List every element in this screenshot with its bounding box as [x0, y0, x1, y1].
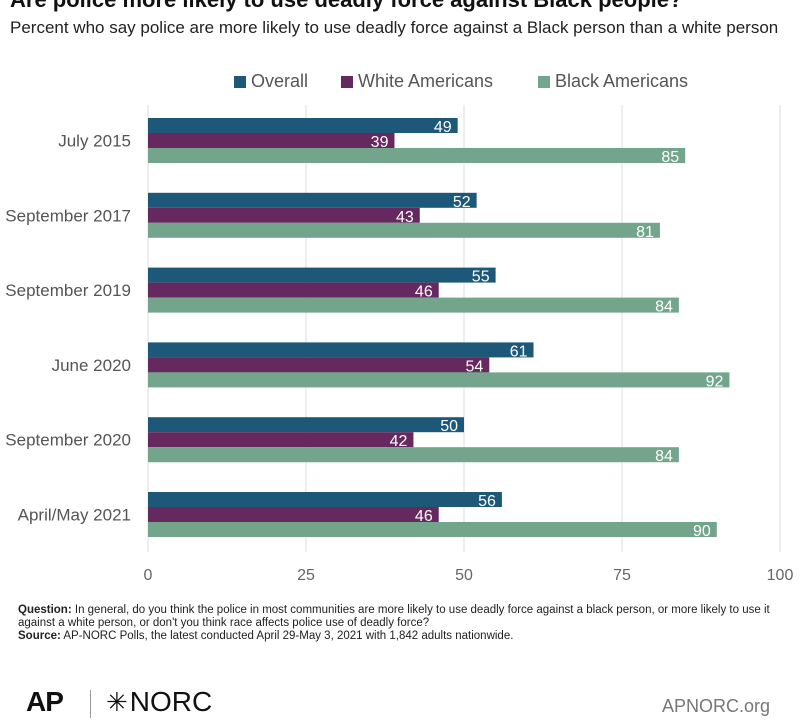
x-tick-label-50: 50: [455, 567, 473, 584]
bar-series1-cat0: [148, 133, 395, 148]
footnote: Question: In general, do you think the p…: [18, 604, 788, 643]
bar-series0-cat1: [148, 192, 477, 208]
bar-series0-cat2: [148, 267, 496, 283]
data-label-series1-cat2: 46: [415, 284, 433, 301]
data-label-series2-cat4: 84: [655, 448, 673, 465]
data-label-series0-cat0: 49: [434, 119, 452, 136]
footnote-source: Source: AP-NORC Polls, the latest conduc…: [18, 630, 788, 643]
site-link[interactable]: APNORC.org: [661, 696, 770, 716]
legend-item-white-americans: White Americans: [341, 71, 493, 92]
bar-series2-cat4: [148, 447, 679, 463]
bar-series1-cat4: [148, 432, 414, 448]
data-label-series1-cat5: 46: [415, 508, 433, 525]
question-label: Question:: [18, 604, 72, 616]
source-label: Source:: [18, 630, 61, 642]
x-tick-label-25: 25: [297, 567, 315, 584]
footnote-question: Question: In general, do you think the p…: [18, 604, 788, 630]
data-label-series2-cat1: 81: [636, 224, 654, 241]
category-label-1: September 2017: [5, 206, 131, 225]
source-text: AP-NORC Polls, the latest conducted Apri…: [63, 630, 514, 642]
data-label-series2-cat3: 92: [706, 373, 724, 390]
data-label-series1-cat3: 54: [465, 358, 483, 375]
legend-item-overall: Overall: [234, 71, 308, 92]
legend-swatch-black-americans: [538, 75, 550, 88]
bar-series1-cat3: [148, 357, 490, 373]
data-label-series1-cat0: 39: [371, 134, 389, 151]
legend-swatch-overall: [234, 75, 246, 88]
bar-series2-cat2: [148, 297, 679, 313]
category-label-2: September 2019: [5, 281, 131, 300]
data-label-series0-cat1: 52: [453, 194, 471, 211]
question-text: In general, do you think the police in m…: [18, 604, 770, 629]
bar-series1-cat2: [148, 282, 439, 298]
data-label-series1-cat1: 43: [396, 209, 414, 226]
data-label-series2-cat5: 90: [693, 523, 711, 540]
category-label-0: July 2015: [58, 132, 131, 151]
chart-subtitle: Percent who say police are more likely t…: [10, 18, 779, 37]
legend-label-overall: Overall: [251, 71, 309, 91]
norc-star-icon: ✳: [106, 686, 128, 717]
chart-legend: Overall White Americans Black Americans: [0, 71, 806, 93]
logo-divider: [90, 690, 91, 718]
bar-series2-cat5: [148, 522, 717, 537]
x-tick-label-0: 0: [144, 567, 153, 584]
bar-series0-cat0: [148, 118, 458, 133]
data-label-series2-cat0: 85: [661, 149, 679, 166]
ap-logo: AP: [26, 686, 64, 717]
x-tick-label-100: 100: [767, 567, 794, 584]
category-label-5: April/May 2021: [18, 506, 131, 525]
x-tick-label-75: 75: [613, 567, 631, 584]
bar-series2-cat1: [148, 222, 660, 238]
norc-logo: ✳ NORC: [106, 686, 212, 718]
norc-logo-text: NORC: [129, 686, 213, 717]
legend-swatch-white-americans: [341, 75, 353, 88]
bar-series0-cat4: [148, 417, 464, 433]
bar-series0-cat3: [148, 342, 534, 358]
data-label-series1-cat4: 42: [390, 433, 408, 450]
data-label-series0-cat5: 56: [478, 493, 496, 510]
legend-label-black-americans: Black Americans: [555, 71, 689, 91]
chart-title: Are police more likely to use deadly for…: [10, 0, 682, 13]
bar-series2-cat0: [148, 148, 686, 163]
bar-series2-cat3: [148, 372, 730, 388]
legend-item-black-americans: Black Americans: [538, 71, 688, 92]
category-label-4: September 2020: [5, 431, 131, 450]
data-label-series2-cat2: 84: [655, 299, 673, 316]
data-label-series0-cat3: 61: [510, 343, 528, 360]
bar-series0-cat5: [148, 492, 502, 507]
bar-series1-cat1: [148, 207, 420, 223]
bar-chart: 0 25 50 75 100 July 2015 September 2017 Septemb…: [5, 105, 794, 584]
data-label-series0-cat4: 50: [440, 418, 458, 435]
legend-label-white-americans: White Americans: [358, 71, 494, 91]
bar-series1-cat5: [148, 507, 439, 522]
data-label-series0-cat2: 55: [472, 269, 490, 286]
category-label-3: June 2020: [52, 356, 131, 375]
